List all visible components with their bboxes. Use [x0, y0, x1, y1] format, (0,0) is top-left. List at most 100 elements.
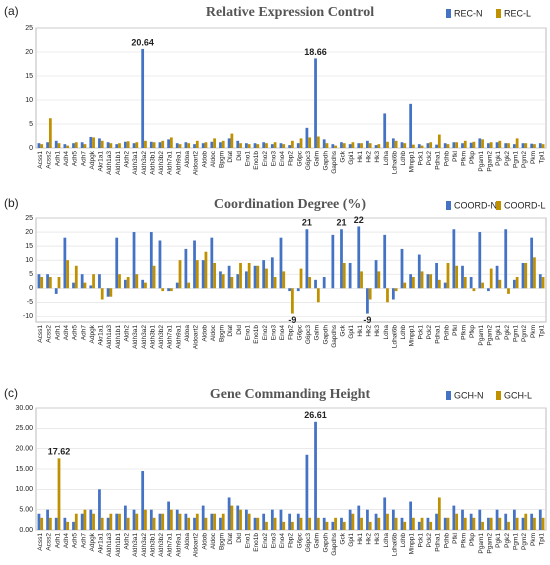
- legend-label: COORD-L: [504, 200, 546, 210]
- x-tick-label: Ldha: [383, 151, 390, 166]
- y-tick-label: 25.00: [15, 425, 33, 432]
- bar: [149, 141, 153, 148]
- panel-label: (a): [4, 4, 19, 18]
- bar: [472, 141, 476, 148]
- bar: [340, 142, 343, 148]
- bar: [141, 471, 145, 530]
- x-tick-label: Pkm: [530, 533, 537, 546]
- bar: [351, 513, 355, 530]
- bar: [383, 113, 387, 148]
- x-tick-label: Pfkp: [469, 533, 476, 546]
- x-tick-label: Adh1: [54, 325, 61, 341]
- bar: [420, 517, 424, 530]
- x-tick-label: Pgm1: [512, 151, 519, 168]
- bar: [360, 517, 363, 530]
- x-tick-label: Ldhal6b: [391, 325, 398, 349]
- bar: [481, 521, 484, 530]
- bar: [123, 505, 127, 530]
- bar: [403, 521, 407, 530]
- bar: [412, 144, 415, 148]
- bar: [305, 454, 309, 530]
- bar: [193, 144, 196, 148]
- x-tick-label: Minpp1: [409, 151, 416, 173]
- legend-swatch: [446, 201, 451, 210]
- bar: [541, 144, 545, 148]
- bar: [247, 262, 251, 289]
- x-tick-label: Aldoc: [210, 150, 217, 167]
- x-tick-label: Eno2: [262, 533, 269, 549]
- x-tick-label: Gck: [340, 324, 347, 336]
- bar: [57, 143, 61, 148]
- bar: [435, 513, 438, 530]
- bar: [512, 509, 516, 530]
- bar: [135, 513, 139, 530]
- bar: [48, 517, 52, 530]
- bar: [118, 143, 121, 148]
- bar: [342, 521, 346, 530]
- bar: [383, 497, 387, 530]
- x-tick-label: Aldh3a1: [132, 151, 139, 175]
- x-tick-label: Pkm: [530, 151, 537, 164]
- bar: [230, 277, 234, 289]
- x-tick-label: Gpi1: [348, 325, 355, 339]
- y-tick-label: 15: [25, 243, 33, 250]
- bar: [80, 142, 84, 148]
- bar: [348, 509, 352, 530]
- bar: [360, 143, 363, 148]
- x-tick-label: Hk3: [374, 151, 381, 163]
- bar: [296, 288, 300, 292]
- x-tick-label: G6pc3: [305, 533, 312, 553]
- bar: [530, 237, 534, 289]
- bar: [386, 288, 389, 303]
- bar: [403, 143, 407, 148]
- bar: [368, 143, 372, 148]
- bar: [400, 517, 404, 530]
- x-tick-label: Eno3: [270, 533, 277, 549]
- value-label: 17.62: [48, 447, 71, 457]
- bar: [455, 513, 459, 530]
- bar: [461, 265, 464, 289]
- bar: [334, 517, 337, 530]
- x-tick-label: Aldh3b2: [158, 533, 165, 557]
- bar: [296, 513, 300, 530]
- bar: [126, 141, 130, 148]
- bar: [489, 517, 493, 530]
- bar: [167, 501, 170, 530]
- legend-label: COORD-N: [454, 200, 497, 210]
- bar: [409, 274, 413, 289]
- x-tick-label: Aldh7a1: [167, 151, 174, 175]
- bar: [386, 513, 389, 530]
- bar: [213, 513, 216, 530]
- bar: [357, 505, 361, 530]
- bar: [487, 517, 490, 530]
- x-tick-label: Aldoa: [184, 151, 191, 168]
- x-tick-label: Eno3: [270, 325, 277, 341]
- bar: [132, 509, 136, 530]
- x-tick-label: Pgm2: [521, 325, 528, 342]
- x-tick-label: Hk1: [357, 325, 364, 337]
- x-tick-label: Eno1b: [253, 151, 260, 170]
- bar: [239, 262, 242, 289]
- bar: [245, 509, 248, 530]
- bar: [247, 144, 251, 148]
- x-tick-label: Minpp1: [409, 533, 416, 555]
- x-tick-label: Bpgm: [219, 533, 226, 550]
- bar: [175, 282, 179, 289]
- bar: [256, 144, 260, 148]
- bar: [394, 140, 398, 148]
- x-tick-label: Pfkm: [461, 533, 468, 548]
- bar: [100, 288, 104, 300]
- x-tick-label: Aldh3b1: [149, 533, 156, 557]
- bar: [175, 143, 179, 148]
- bar: [46, 142, 49, 148]
- chart-title: Relative Expression Control: [206, 5, 374, 20]
- x-tick-label: Pgam2: [487, 325, 494, 346]
- bar: [472, 517, 476, 530]
- bar: [305, 229, 309, 289]
- bar: [463, 140, 467, 148]
- bar: [100, 517, 104, 530]
- x-tick-label: Aldh9a1: [175, 325, 182, 349]
- bar: [340, 229, 343, 289]
- x-tick-label: Acss1: [37, 151, 44, 169]
- bar: [273, 142, 277, 148]
